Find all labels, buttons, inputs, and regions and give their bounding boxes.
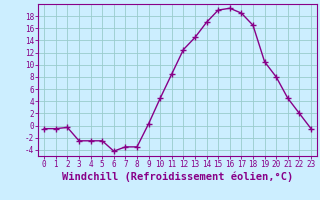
X-axis label: Windchill (Refroidissement éolien,°C): Windchill (Refroidissement éolien,°C): [62, 172, 293, 182]
